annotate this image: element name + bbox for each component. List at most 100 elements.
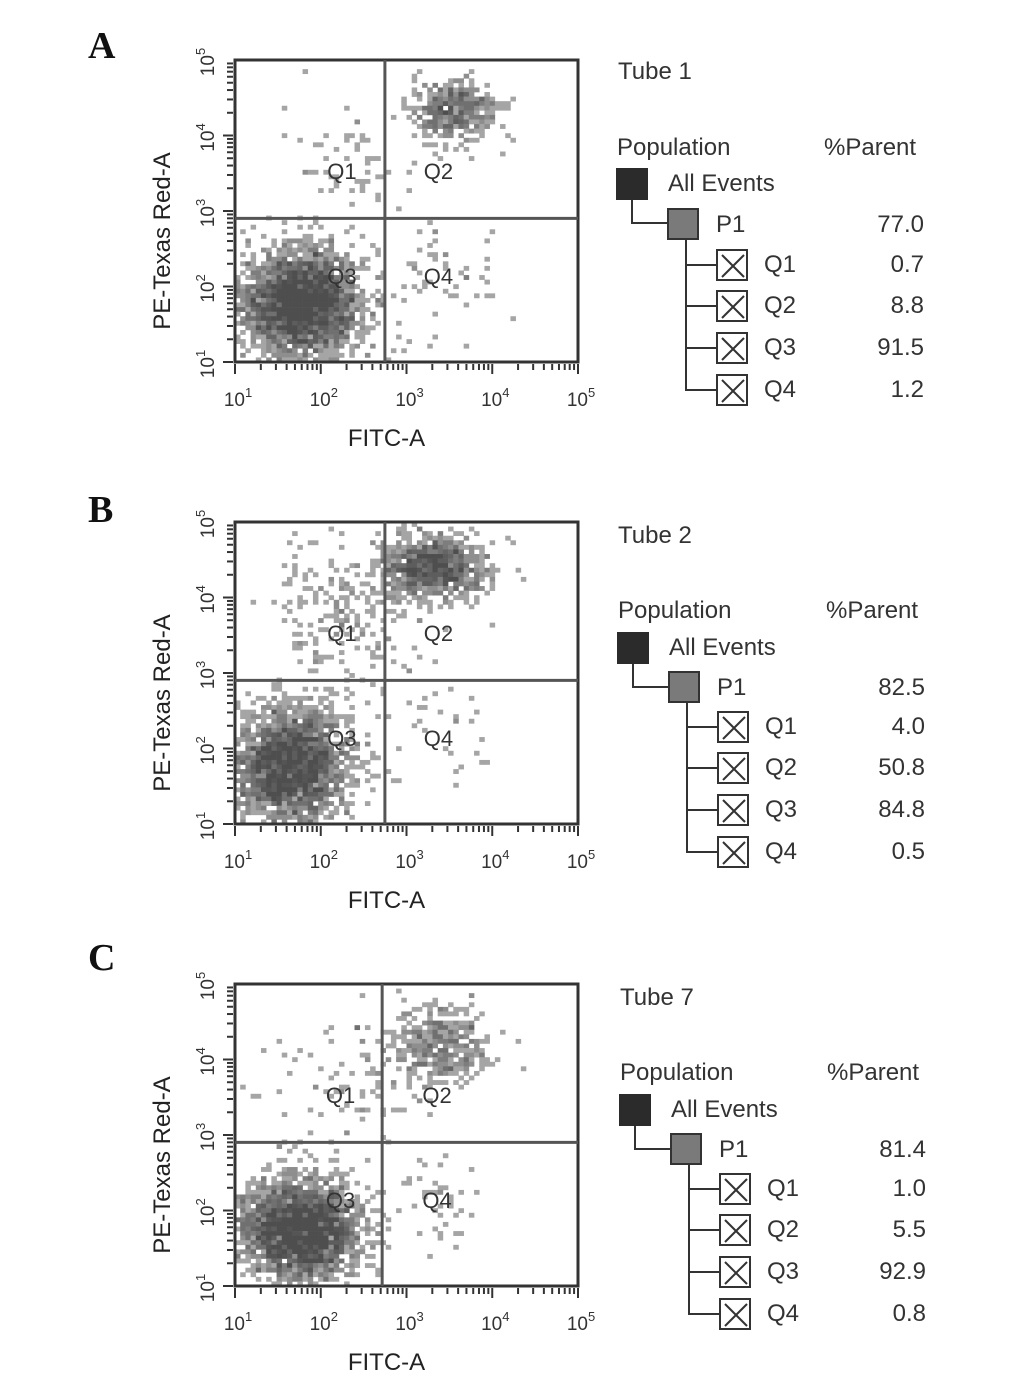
event-bin bbox=[307, 764, 314, 770]
event-bin bbox=[297, 1185, 303, 1191]
event-bin bbox=[250, 787, 257, 793]
event-bin bbox=[271, 1221, 277, 1227]
event-bin bbox=[375, 1240, 381, 1246]
event-bin bbox=[245, 791, 251, 797]
event-bin bbox=[245, 243, 251, 248]
event-bin bbox=[323, 279, 329, 285]
population-name: P1 bbox=[716, 211, 746, 238]
event-bin bbox=[333, 183, 340, 189]
event-bin bbox=[364, 1199, 371, 1204]
event-bin bbox=[411, 723, 418, 729]
event-bin bbox=[344, 1199, 350, 1204]
event-bin bbox=[297, 1180, 303, 1186]
event-bin bbox=[411, 558, 418, 564]
event-bin bbox=[318, 279, 324, 285]
event-bin bbox=[260, 334, 267, 340]
event-bin bbox=[437, 1203, 444, 1209]
event-bin bbox=[344, 1203, 350, 1209]
event-bin bbox=[448, 686, 454, 692]
event-bin bbox=[255, 343, 262, 349]
event-bin bbox=[318, 714, 324, 720]
event-bin bbox=[281, 247, 288, 253]
event-bin bbox=[390, 595, 397, 601]
event-bin bbox=[250, 599, 257, 605]
event-bin bbox=[312, 1194, 319, 1200]
event-bin bbox=[333, 791, 340, 797]
event-bin bbox=[442, 1052, 449, 1058]
event-bin bbox=[338, 1217, 345, 1223]
panel-c: C Q1 Q2 Q3 Q4 101 102 103 104 105 101 102 103 104 105… bbox=[0, 924, 1033, 1384]
event-bin bbox=[422, 554, 428, 559]
event-bin bbox=[245, 805, 251, 811]
event-bin bbox=[276, 1281, 283, 1287]
event-bin bbox=[442, 1066, 449, 1072]
event-bin bbox=[286, 284, 293, 290]
event-bin bbox=[307, 814, 314, 820]
event-bin bbox=[364, 1217, 371, 1223]
event-bin bbox=[250, 270, 257, 276]
event-bin bbox=[510, 316, 516, 322]
event-bin bbox=[448, 1070, 454, 1076]
event-bin bbox=[271, 750, 277, 756]
event-bin bbox=[302, 695, 309, 701]
event-bin bbox=[416, 229, 423, 235]
event-bin bbox=[276, 1171, 283, 1177]
event-bin bbox=[297, 320, 303, 326]
event-bin bbox=[396, 1016, 402, 1021]
event-bin bbox=[323, 714, 329, 720]
event-bin bbox=[333, 174, 340, 180]
event-bin bbox=[333, 1194, 340, 1200]
event-bin bbox=[307, 311, 314, 317]
event-bin bbox=[390, 567, 397, 573]
event-bin bbox=[255, 329, 262, 335]
event-bin bbox=[312, 1176, 319, 1182]
event-bin bbox=[354, 343, 361, 349]
event-bin bbox=[323, 339, 329, 344]
event-bin bbox=[318, 1231, 324, 1236]
event-bin bbox=[286, 750, 293, 756]
event-bin bbox=[427, 608, 433, 614]
event-bin bbox=[385, 714, 392, 720]
event-bin bbox=[255, 1093, 262, 1099]
event-bin bbox=[297, 640, 303, 646]
event-bin bbox=[318, 316, 324, 322]
event-bin bbox=[318, 773, 324, 779]
event-bin bbox=[437, 1231, 444, 1236]
panel-a: A Q1 Q2 Q3 Q4 101 102 103 104 105 101 102 103 104 105… bbox=[0, 0, 1033, 460]
event-bin bbox=[328, 705, 335, 710]
event-bin bbox=[416, 618, 423, 623]
event-bin bbox=[276, 1203, 283, 1209]
event-bin bbox=[312, 737, 319, 742]
event-bin bbox=[307, 284, 314, 290]
event-bin bbox=[364, 1157, 371, 1163]
event-bin bbox=[328, 691, 335, 697]
population-name: Q4 bbox=[767, 1300, 800, 1327]
event-bin bbox=[276, 1276, 283, 1282]
event-bin bbox=[271, 1180, 277, 1186]
event-bin bbox=[323, 1267, 329, 1273]
event-bin bbox=[328, 814, 335, 820]
event-bin bbox=[396, 988, 402, 994]
event-bin bbox=[312, 343, 319, 349]
event-bin bbox=[271, 320, 277, 326]
event-bin bbox=[271, 334, 277, 340]
event-bin bbox=[370, 572, 376, 578]
event-bin bbox=[468, 567, 475, 573]
event-bin bbox=[250, 764, 257, 770]
event-bin bbox=[359, 320, 366, 326]
event-bin bbox=[344, 741, 350, 747]
event-bin bbox=[338, 1258, 345, 1264]
event-bin bbox=[255, 787, 262, 793]
event-bin bbox=[396, 1052, 402, 1058]
event-bin bbox=[401, 554, 407, 559]
event-bin bbox=[354, 146, 361, 152]
event-bin bbox=[245, 741, 251, 747]
event-bin bbox=[276, 1263, 283, 1268]
tree-connector bbox=[686, 726, 718, 728]
event-bin bbox=[302, 705, 309, 710]
event-bin bbox=[416, 540, 423, 546]
event-bin bbox=[235, 307, 241, 312]
event-bin bbox=[245, 265, 251, 271]
event-bin bbox=[364, 265, 371, 271]
event-bin bbox=[458, 590, 464, 596]
